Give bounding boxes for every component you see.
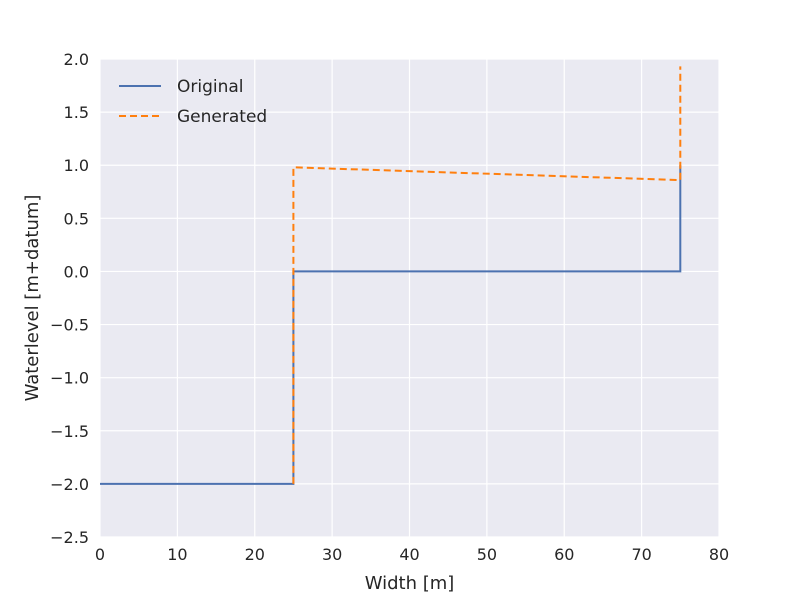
- x-tick-label: 20: [245, 545, 265, 564]
- legend-label-generated: Generated: [177, 107, 267, 127]
- y-tick-label: −2.5: [50, 528, 89, 547]
- y-axis-label: Waterlevel [m+datum]: [22, 195, 43, 402]
- y-tick-label: 0.0: [64, 262, 89, 281]
- x-tick-label: 60: [554, 545, 574, 564]
- y-tick-label: −1.0: [50, 369, 89, 388]
- y-tick-label: 1.0: [64, 156, 89, 175]
- x-axis-label: Width [m]: [365, 573, 455, 594]
- y-tick-labels: −2.5 −2.0 −1.5 −1.0 −0.5 0.0 0.5 1.0 1.5 2.0: [50, 50, 89, 547]
- x-tick-labels: 0 10 20 30 40 50 60 70 80: [95, 545, 729, 564]
- series-lines: [100, 66, 682, 485]
- y-tick-label: 0.5: [64, 209, 89, 228]
- y-tick-label: −0.5: [50, 316, 89, 335]
- x-tick-label: 10: [167, 545, 187, 564]
- legend: Original Generated: [119, 77, 267, 127]
- legend-label-original: Original: [177, 77, 244, 97]
- y-tick-label: −2.0: [50, 475, 89, 494]
- x-tick-label: 80: [709, 545, 729, 564]
- series-line-generated: [292, 66, 682, 484]
- x-tick-label: 40: [399, 545, 419, 564]
- x-tick-label: 50: [477, 545, 497, 564]
- y-tick-label: 2.0: [64, 50, 89, 69]
- y-tick-label: 1.5: [64, 103, 89, 122]
- x-tick-label: 70: [631, 545, 651, 564]
- x-tick-label: 30: [322, 545, 342, 564]
- y-tick-label: −1.5: [50, 422, 89, 441]
- x-tick-label: 0: [95, 545, 105, 564]
